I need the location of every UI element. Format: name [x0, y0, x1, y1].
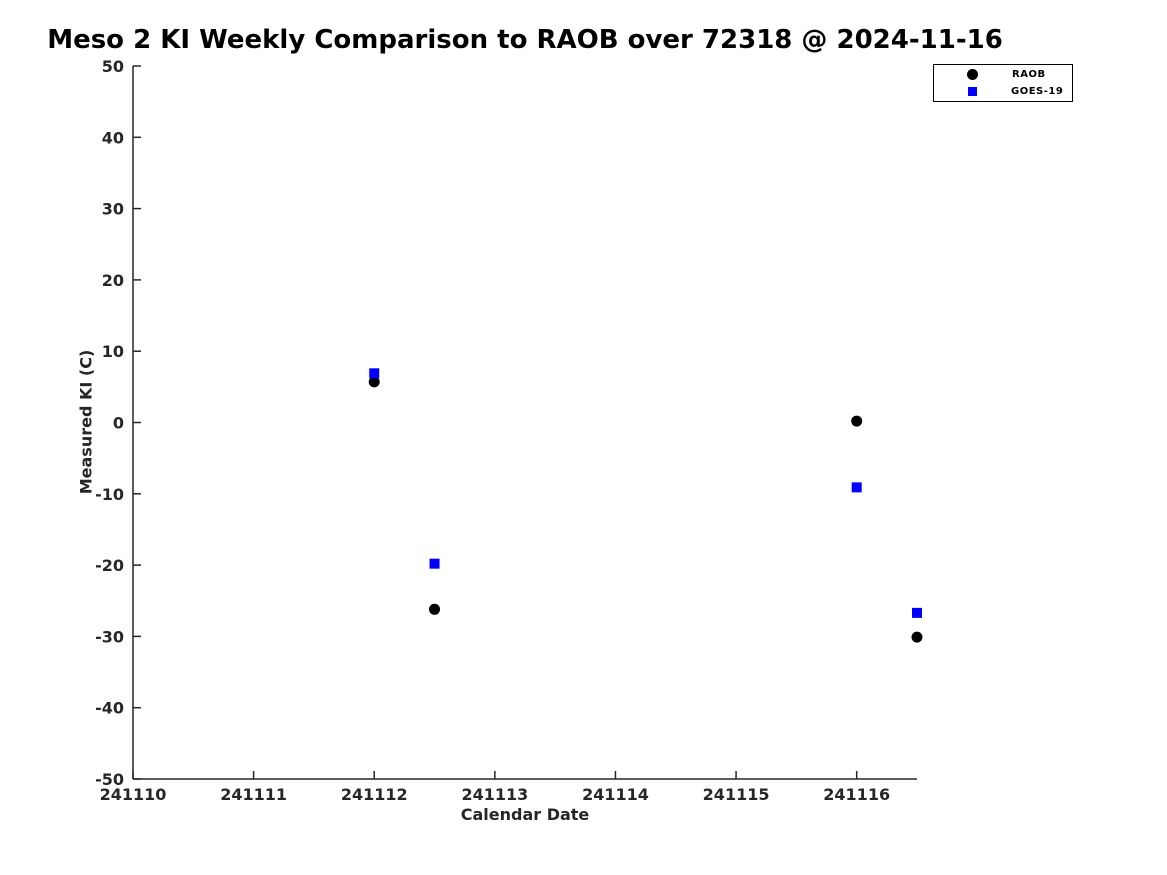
- y-tick-label: 50: [102, 57, 124, 76]
- x-tick-label: 241113: [461, 785, 528, 804]
- y-tick-label: 20: [102, 271, 124, 290]
- y-tick-label: -40: [95, 699, 124, 718]
- y-tick-label: 10: [102, 342, 124, 361]
- data-point-goes-19: [429, 558, 440, 569]
- y-tick-label: 40: [102, 128, 124, 147]
- data-point-raob: [851, 415, 863, 427]
- y-tick-label: -50: [95, 770, 124, 789]
- data-point-raob: [911, 631, 923, 643]
- x-tick-label: 241115: [703, 785, 770, 804]
- x-tick-label: 241114: [582, 785, 649, 804]
- y-tick-label: -20: [95, 556, 124, 575]
- x-tick-label: 241116: [823, 785, 890, 804]
- goes-19-square-marker-icon: [968, 87, 977, 96]
- legend: RAOB GOES-19: [933, 64, 1073, 102]
- x-axis-label: Calendar Date: [460, 805, 590, 824]
- chart-title: Meso 2 KI Weekly Comparison to RAOB over…: [47, 25, 1003, 55]
- legend-item-raob: RAOB: [934, 66, 1072, 83]
- x-tick-label: 241112: [341, 785, 408, 804]
- x-tick-label: 241110: [100, 785, 167, 804]
- x-tick-label: 241111: [220, 785, 287, 804]
- y-tick-label: 0: [113, 414, 124, 433]
- data-point-raob: [429, 603, 441, 615]
- legend-label-raob: RAOB: [1012, 69, 1046, 80]
- legend-label-goes-19: GOES-19: [1011, 86, 1064, 97]
- y-tick-label: -10: [95, 485, 124, 504]
- data-point-raob: [368, 376, 380, 388]
- y-tick-label: 30: [102, 200, 124, 219]
- legend-item-goes-19: GOES-19: [934, 83, 1072, 100]
- y-tick-label: -30: [95, 627, 124, 646]
- data-point-goes-19: [851, 482, 862, 493]
- data-point-goes-19: [369, 368, 380, 379]
- data-point-goes-19: [912, 607, 922, 618]
- raob-circle-marker-icon: [967, 69, 978, 80]
